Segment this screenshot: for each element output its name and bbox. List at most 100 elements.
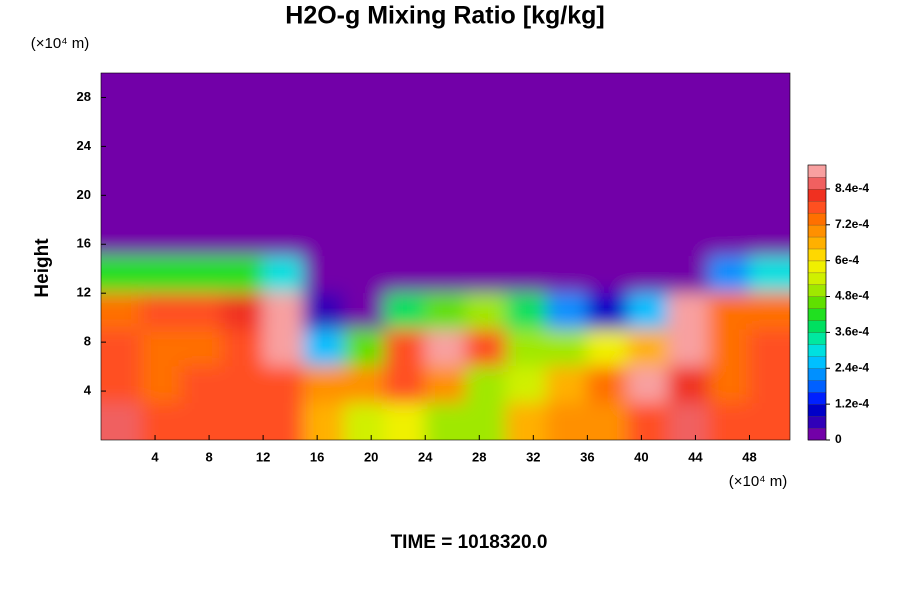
field-cell — [424, 145, 467, 184]
colorbar-band — [807, 380, 827, 393]
field-cell — [546, 145, 588, 184]
field-cell — [586, 366, 629, 404]
x-tick-label: 8 — [205, 449, 212, 464]
field-cell — [222, 402, 264, 440]
field-cell — [222, 256, 264, 294]
colorbar-frame — [807, 164, 827, 441]
colorbar-band — [807, 392, 827, 405]
field-cell — [586, 219, 629, 257]
x-tick-label: 32 — [526, 449, 540, 464]
field-cell — [546, 366, 588, 404]
colorbar-tick-label: 8.4e-4 — [835, 181, 869, 195]
field-cell — [505, 402, 548, 440]
field-cell — [505, 182, 548, 221]
field-cell — [748, 73, 790, 111]
field-cell — [303, 109, 345, 147]
field-cell — [384, 256, 426, 294]
field-cell — [262, 73, 305, 111]
field-cell — [141, 292, 183, 331]
colorbar-band — [807, 176, 827, 190]
field-cell — [748, 109, 790, 147]
field-cell — [303, 366, 345, 404]
field-cell — [586, 292, 629, 331]
field-cell — [546, 182, 588, 221]
field-cell — [181, 292, 224, 331]
field-cell — [546, 292, 588, 331]
field-cell — [667, 366, 710, 404]
field-cell — [627, 256, 669, 294]
field-cell — [343, 109, 386, 147]
field-cell — [222, 145, 264, 184]
field-cell — [586, 182, 629, 221]
field-cell — [101, 256, 143, 294]
field-cell — [141, 329, 183, 368]
field-cell — [222, 73, 264, 111]
colorbar-tick-label: 1.2e-4 — [835, 396, 869, 410]
field-cell — [222, 329, 264, 368]
field-cell — [424, 73, 467, 111]
colorbar-band — [807, 403, 827, 417]
colorbar-band — [807, 188, 827, 202]
field-cell — [505, 73, 548, 111]
field-cell — [303, 219, 345, 257]
y-tick-label: 12 — [77, 285, 91, 300]
y-tick-label: 24 — [77, 138, 92, 153]
colorbar-band — [807, 368, 827, 381]
field-cell — [708, 145, 750, 184]
field-cell — [384, 109, 426, 147]
field-cell — [667, 219, 710, 257]
colorbar-tick-label: 4.8e-4 — [835, 289, 869, 303]
field-cell — [141, 182, 183, 221]
field-cell — [384, 366, 426, 404]
field-cell — [667, 402, 710, 440]
field-cell — [627, 73, 669, 111]
field-cell — [424, 402, 467, 440]
colorbar-band — [807, 320, 827, 333]
x-tick-label: 12 — [256, 449, 270, 464]
field-cell — [505, 219, 548, 257]
colorbar-band — [807, 272, 827, 286]
field-cell — [222, 292, 264, 331]
colorbar-band — [807, 427, 827, 441]
field-cell — [343, 402, 386, 440]
field-cell — [181, 145, 224, 184]
field-cell — [546, 109, 588, 147]
y-tick-label: 28 — [77, 89, 91, 104]
field-cell — [101, 219, 143, 257]
field-cell — [262, 292, 305, 331]
field-cell — [627, 329, 669, 368]
field-cell — [505, 329, 548, 368]
field-cell — [303, 256, 345, 294]
field-cell — [384, 329, 426, 368]
field-cell — [141, 402, 183, 440]
field-cell — [303, 182, 345, 221]
field-cell — [627, 402, 669, 440]
field-cell — [141, 366, 183, 404]
field-cell — [708, 73, 750, 111]
x-tick-label: 28 — [472, 449, 486, 464]
field-cell — [222, 182, 264, 221]
field-cell — [181, 73, 224, 111]
field-cell — [424, 329, 467, 368]
field-cell — [546, 73, 588, 111]
colorbar-band — [807, 236, 827, 250]
field-cell — [101, 329, 143, 368]
field-cell — [708, 402, 750, 440]
y-tick-label: 16 — [77, 236, 91, 251]
field-cell — [748, 329, 790, 368]
field-cell — [708, 256, 750, 294]
field-cell — [748, 402, 790, 440]
field-cell — [141, 256, 183, 294]
field-cell — [708, 366, 750, 404]
field-cell — [465, 182, 507, 221]
x-tick-label: 36 — [580, 449, 594, 464]
field-cell — [627, 292, 669, 331]
y-tick-label: 8 — [84, 334, 91, 349]
field-cell — [708, 182, 750, 221]
field-cell — [667, 329, 710, 368]
field-cell — [262, 402, 305, 440]
field-cell — [546, 329, 588, 368]
field-cell — [101, 402, 143, 440]
x-tick-label: 20 — [364, 449, 378, 464]
